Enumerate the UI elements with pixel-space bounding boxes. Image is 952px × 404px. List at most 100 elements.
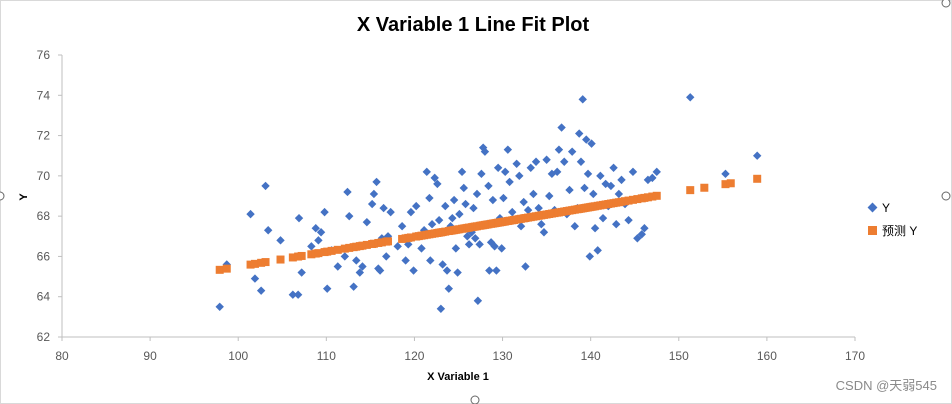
predicted-y-point <box>700 183 709 192</box>
predicted-y-point <box>288 253 297 262</box>
y-point <box>349 282 358 291</box>
y-point <box>557 123 566 132</box>
y-point <box>585 252 594 261</box>
predicted-y-point <box>643 193 652 202</box>
y-point <box>256 286 266 295</box>
y-point <box>490 242 499 251</box>
y-point <box>459 183 468 193</box>
predicted-y-point <box>624 196 633 205</box>
y-point <box>362 217 372 227</box>
x-tick-label: 110 <box>317 349 336 363</box>
x-tick-label: 160 <box>757 349 777 363</box>
y-point <box>314 236 323 245</box>
y-point <box>409 266 418 275</box>
y-point <box>472 189 482 199</box>
y-point <box>455 209 464 219</box>
y-point <box>598 213 608 223</box>
series-predicted-y-points <box>215 174 762 274</box>
resize-handle-top-right[interactable] <box>941 0 951 8</box>
y-point <box>521 262 530 271</box>
y-point <box>246 209 255 219</box>
y-point <box>451 244 461 253</box>
y-point <box>276 236 285 245</box>
y-point <box>576 157 586 166</box>
legend-marker-predicted-y <box>868 226 877 235</box>
y-point <box>633 234 642 243</box>
y-point <box>565 185 574 195</box>
y-point <box>475 240 484 249</box>
y-point <box>263 226 273 235</box>
y-point <box>297 268 306 277</box>
y-point <box>345 211 354 221</box>
y-axis-title: Y <box>18 193 30 201</box>
y-tick-label: 68 <box>37 209 51 223</box>
legend-label-y: Y <box>882 201 890 215</box>
legend-label-predicted-y: 预测 Y <box>882 224 917 238</box>
predicted-y-point <box>652 191 661 200</box>
watermark-text: CSDN @天弱545 <box>836 378 937 393</box>
chart-title: X Variable 1 Line Fit Plot <box>357 14 590 36</box>
y-point <box>412 201 421 211</box>
y-point <box>215 302 224 311</box>
y-point <box>545 191 554 201</box>
y-point <box>596 171 605 181</box>
y-point <box>453 268 462 277</box>
y-point <box>686 93 695 102</box>
y-point <box>288 290 298 299</box>
y-point <box>578 95 587 104</box>
y-point <box>323 284 332 293</box>
y-point <box>612 220 621 229</box>
y-tick-label: 70 <box>37 169 51 183</box>
predicted-y-point <box>307 250 316 259</box>
resize-handle-bottom[interactable] <box>470 395 480 404</box>
y-point <box>379 203 388 213</box>
y-point <box>485 266 494 275</box>
y-point <box>457 167 467 177</box>
resize-handle-right[interactable] <box>941 191 951 201</box>
predicted-y-point <box>358 241 367 250</box>
y-point <box>628 167 638 177</box>
y-point <box>397 222 407 231</box>
predicted-y-point <box>314 249 323 258</box>
y-point <box>340 252 350 261</box>
predicted-y-point <box>362 240 371 249</box>
predicted-y-point <box>250 259 259 268</box>
predicted-y-point <box>215 265 224 274</box>
y-point <box>643 175 653 185</box>
predicted-y-point <box>246 260 255 269</box>
predicted-y-point <box>648 192 657 201</box>
y-point <box>580 183 589 193</box>
y-point <box>526 163 535 172</box>
x-tick-label: 120 <box>404 349 424 363</box>
y-point <box>316 228 326 237</box>
y-point <box>624 215 633 225</box>
y-point <box>449 195 459 205</box>
resize-handle-left[interactable] <box>0 191 5 201</box>
predicted-y-point <box>686 186 695 195</box>
y-point <box>575 129 584 138</box>
y-point <box>333 262 342 271</box>
x-tick-label: 140 <box>581 349 601 363</box>
y-tick-label: 74 <box>37 88 51 102</box>
y-point <box>311 224 320 233</box>
y-point <box>500 167 510 177</box>
y-point <box>583 169 593 179</box>
y-point <box>570 222 580 231</box>
y-point <box>386 207 395 217</box>
y-point <box>473 296 483 305</box>
predicted-y-point <box>633 195 642 204</box>
predicted-y-point <box>721 180 730 189</box>
y-point <box>352 256 361 265</box>
predicted-y-point <box>406 233 415 242</box>
predicted-y-point <box>297 251 306 260</box>
x-tick-label: 90 <box>143 349 157 363</box>
y-point <box>401 256 410 265</box>
y-point <box>542 155 551 164</box>
y-tick-label: 66 <box>37 249 51 263</box>
y-tick-label: 76 <box>37 48 51 62</box>
y-point <box>601 179 610 189</box>
y-point <box>461 199 470 209</box>
y-point <box>752 151 762 160</box>
y-point <box>293 290 303 299</box>
